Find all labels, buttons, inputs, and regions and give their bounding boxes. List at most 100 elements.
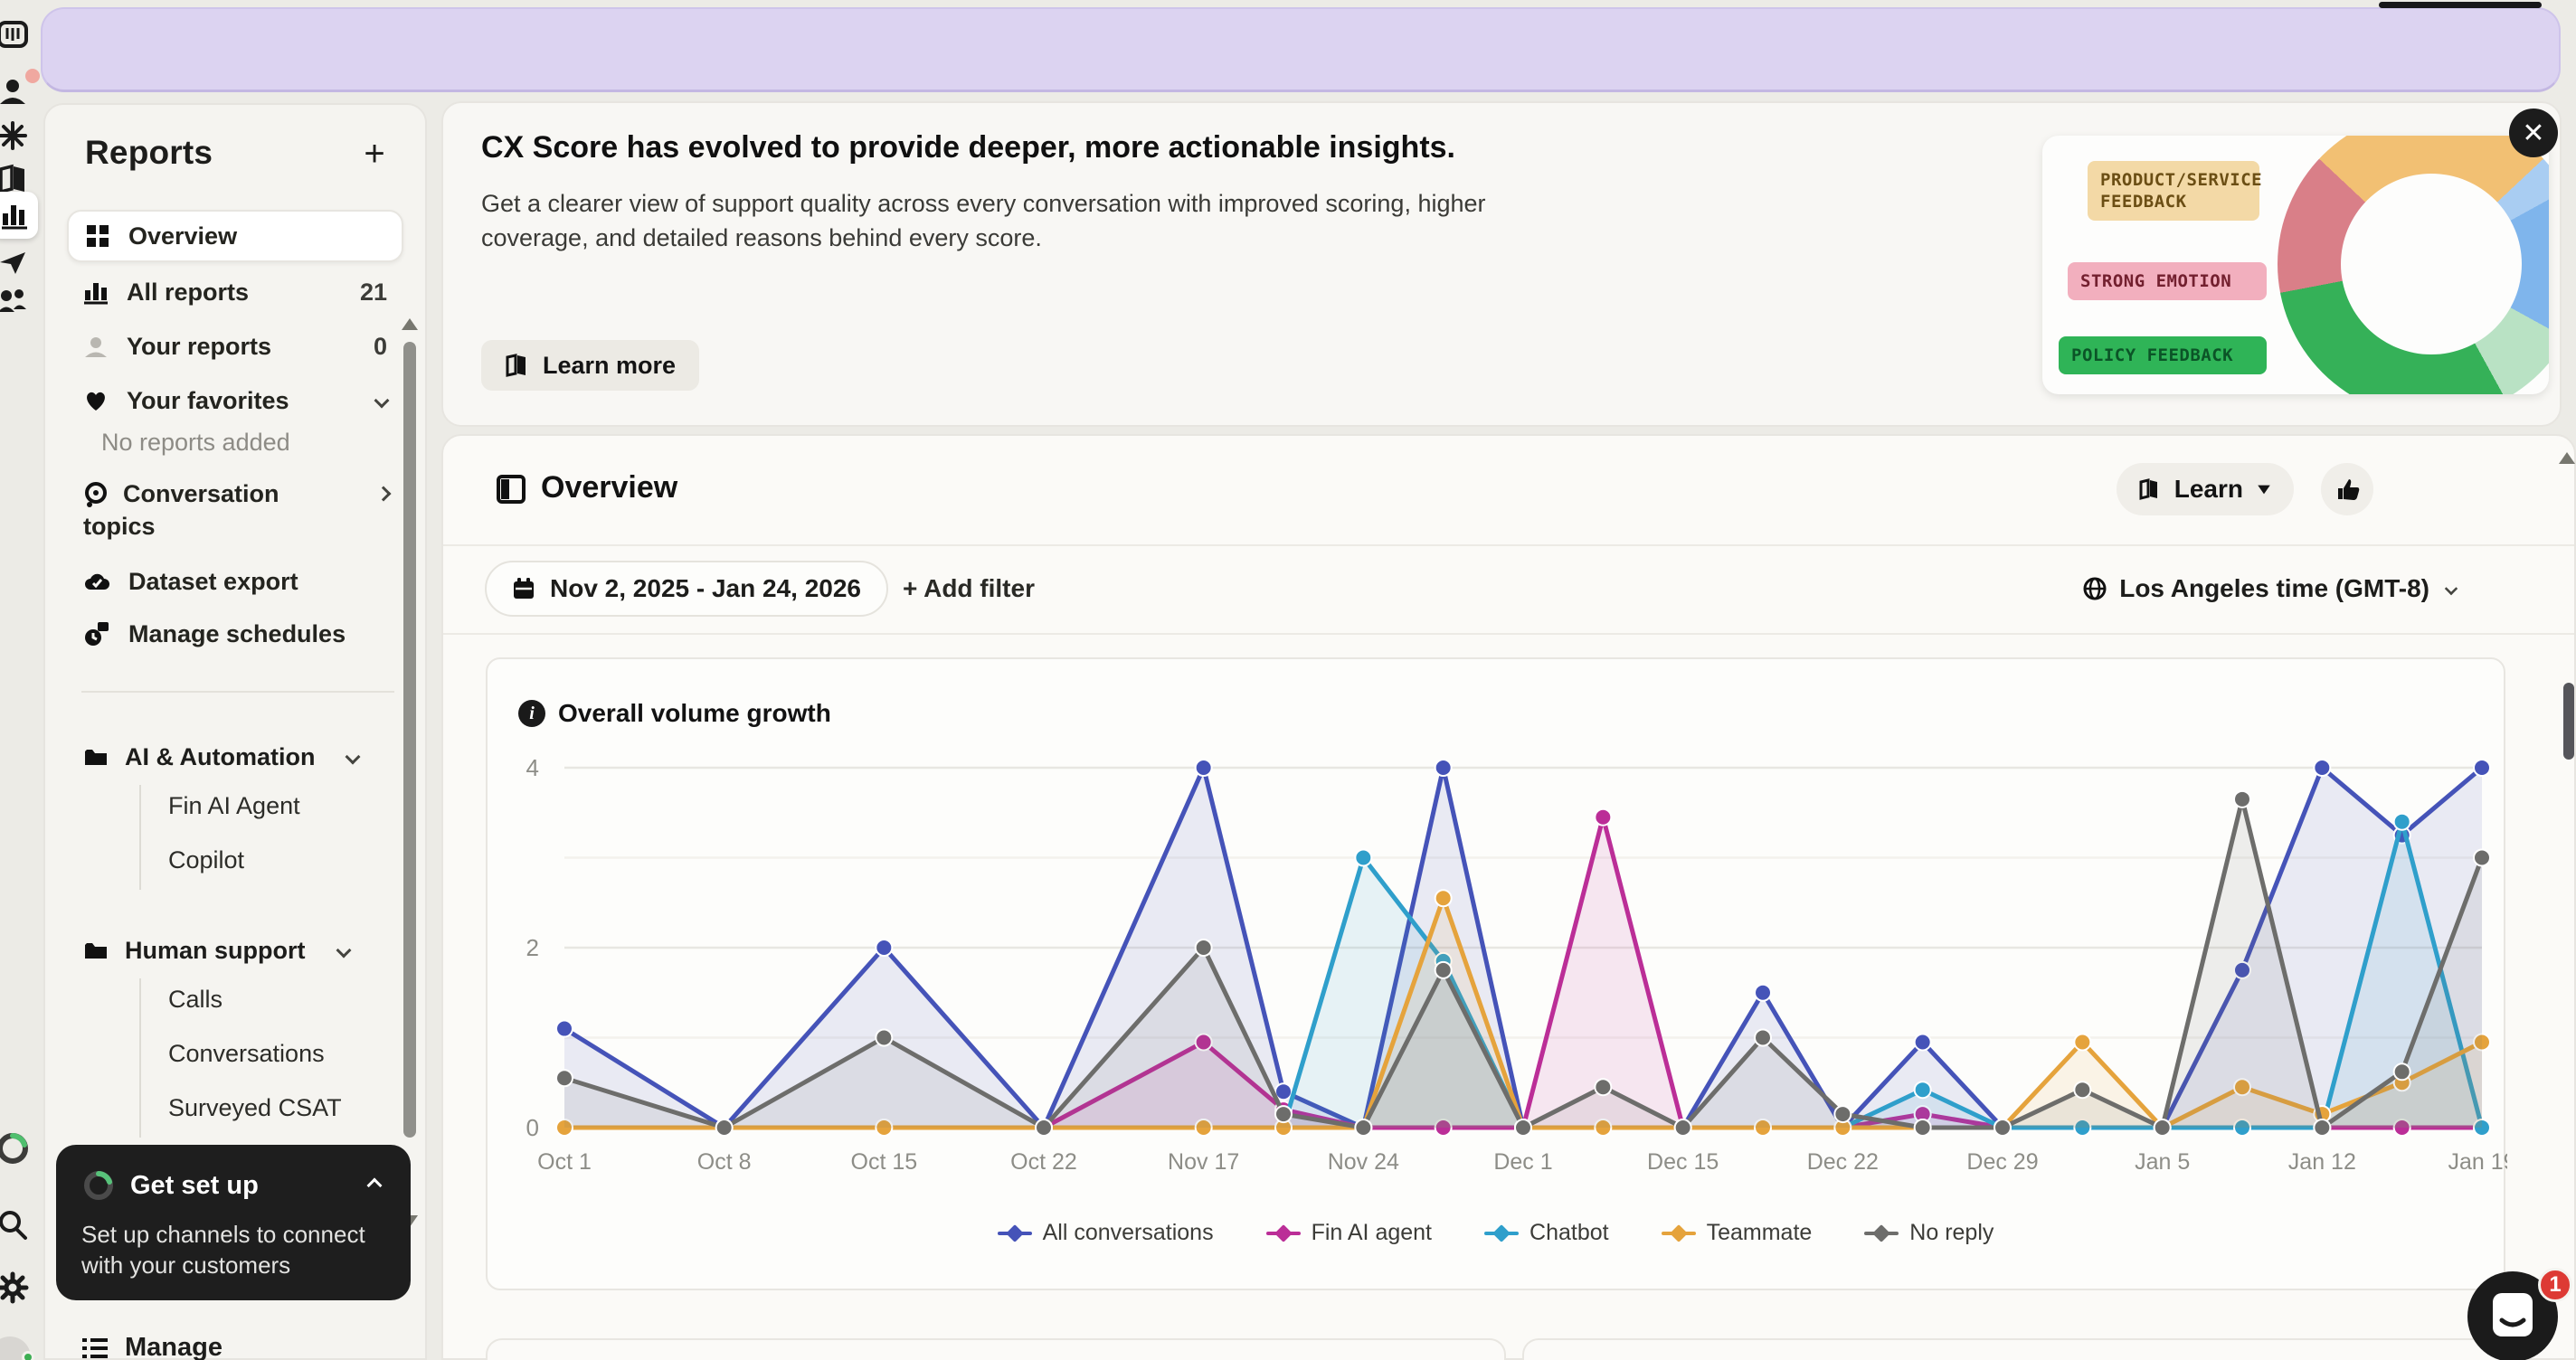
window-scroll-up-icon[interactable]: [2559, 452, 2575, 464]
legend-item[interactable]: Chatbot: [1484, 1220, 1609, 1246]
sidebar-item-conversations[interactable]: Conversations: [168, 1040, 325, 1067]
sidebar-item-manage-schedules[interactable]: Manage schedules: [67, 608, 403, 660]
knowledge-book-icon[interactable]: [0, 159, 33, 199]
y-axis-tick: 4: [526, 754, 539, 781]
sidebar-item-label: Overview: [128, 222, 238, 250]
heart-icon: [87, 392, 105, 411]
x-axis-tick: Oct 8: [697, 1149, 752, 1175]
close-banner-button[interactable]: ✕: [2509, 109, 2558, 157]
sidebar-item-your-reports[interactable]: Your reports 0: [67, 320, 403, 373]
legend-label: Chatbot: [1530, 1220, 1609, 1245]
sidebar-scrollbar-thumb[interactable]: [403, 342, 416, 1138]
x-axis-tick: Oct 22: [1010, 1149, 1077, 1175]
x-axis-tick: Oct 15: [851, 1149, 918, 1175]
y-axis-tick: 0: [526, 1114, 539, 1141]
sidebar-item-label: Your reports: [127, 332, 272, 360]
legend-item[interactable]: No reply: [1864, 1220, 1994, 1246]
divider: [443, 633, 2574, 635]
toast-title: Get set up: [130, 1170, 259, 1200]
sidebar-item-dataset-export[interactable]: Dataset export: [67, 555, 403, 608]
reports-rail-selected[interactable]: [0, 192, 38, 239]
sidebar-item-surveyed-csat[interactable]: Surveyed CSAT: [168, 1094, 342, 1121]
globe-icon: [2083, 577, 2107, 600]
sidebar-section-human-support[interactable]: Human support: [67, 926, 403, 975]
messenger-badge: 1: [2538, 1268, 2572, 1302]
x-axis-tick: Jan 5: [2135, 1149, 2190, 1175]
x-axis-tick: Oct 1: [537, 1149, 592, 1175]
overview-title: Overview: [541, 470, 678, 505]
chevron-down-icon: [374, 392, 390, 409]
messenger-smiley-icon: [2493, 1293, 2533, 1336]
illustration-pill: POLICY FEEDBACK: [2059, 336, 2267, 374]
x-axis-tick: Nov 17: [1168, 1149, 1239, 1175]
cloud-check-icon: [85, 573, 109, 590]
sidebar-item-label: Conversation topics: [83, 480, 279, 540]
chart-title: Overall volume growth: [558, 699, 831, 727]
book-icon: [2139, 478, 2157, 500]
sidebar-scroll-up-icon[interactable]: [402, 318, 418, 330]
topic-bubble-icon: [85, 482, 107, 507]
sidebar-item-copilot[interactable]: Copilot: [168, 846, 245, 874]
logo-icon[interactable]: [0, 14, 33, 54]
chevron-right-icon: [375, 486, 392, 502]
timezone-label: Los Angeles time (GMT-8): [2119, 574, 2429, 602]
feedback-thumbs-up-button[interactable]: [2321, 463, 2373, 515]
x-axis-tick: Dec 22: [1807, 1149, 1879, 1175]
new-report-button[interactable]: +: [364, 133, 385, 174]
sidebar-item-label: Manage schedules: [128, 619, 346, 647]
search-icon[interactable]: [0, 1204, 33, 1244]
book-icon: [506, 354, 526, 377]
grid-icon: [87, 225, 109, 247]
setup-progress-icon[interactable]: [0, 1129, 33, 1168]
sidebar-item-your-favorites[interactable]: Your favorites: [67, 374, 403, 427]
x-axis-tick: Nov 24: [1328, 1149, 1399, 1175]
timezone-selector[interactable]: Los Angeles time (GMT-8): [2083, 561, 2458, 617]
date-range-picker[interactable]: Nov 2, 2025 - Jan 24, 2026: [485, 561, 888, 617]
no-reports-added-text: No reports added: [101, 429, 290, 456]
folder-icon: [85, 943, 107, 959]
chevron-down-icon: [336, 942, 351, 959]
outbound-send-icon[interactable]: [0, 242, 33, 282]
tree-line: [139, 785, 141, 890]
sidebar-item-calls[interactable]: Calls: [168, 986, 223, 1013]
inbox-icon[interactable]: [0, 71, 33, 110]
date-range-label: Nov 2, 2025 - Jan 24, 2026: [550, 574, 861, 602]
top-dark-line: [2379, 2, 2542, 8]
legend-item[interactable]: Fin AI agent: [1265, 1220, 1432, 1246]
sidebar-item-fin-ai-agent[interactable]: Fin AI Agent: [168, 792, 300, 819]
window-scrollbar-thumb[interactable]: [2563, 683, 2574, 760]
info-icon[interactable]: i: [518, 700, 545, 727]
chevron-up-icon[interactable]: [366, 1177, 383, 1194]
list-icon: [82, 1337, 108, 1358]
legend-item[interactable]: Teammate: [1661, 1220, 1812, 1246]
tree-line: [139, 978, 141, 1138]
sidebar-item-label: Dataset export: [128, 567, 298, 595]
get-set-up-toast[interactable]: Get set up Set up channels to connect wi…: [56, 1145, 411, 1300]
sidebar-title: Reports: [85, 134, 213, 171]
illustration-pill: PRODUCT/SERVICE FEEDBACK: [2088, 161, 2262, 221]
sidebar-item-label: Your favorites: [127, 386, 289, 414]
x-axis-tick: Dec 29: [1966, 1149, 2038, 1175]
sidebar-section-ai-automation[interactable]: AI & Automation: [67, 732, 403, 781]
contacts-people-icon[interactable]: [0, 280, 33, 320]
banner-title: CX Score has evolved to provide deeper, …: [481, 130, 1455, 165]
sidebar-item-manage[interactable]: Manage: [81, 1333, 389, 1360]
settings-gear-icon[interactable]: [0, 1268, 33, 1308]
cx-illustration-card: PRODUCT/SERVICE FEEDBACK STRONG EMOTION PO…: [2042, 136, 2549, 394]
line-chart[interactable]: 0 2 4 Oct 1 Oct 8 Oct 15 Oct 22 Nov 17 Nov 24 Dec…: [488, 659, 2507, 1292]
learn-dropdown-button[interactable]: Learn: [2116, 463, 2294, 515]
thumbs-up-icon: [2338, 479, 2360, 500]
learn-more-button[interactable]: Learn more: [481, 340, 700, 391]
x-axis-tick: Jan 12: [2288, 1149, 2356, 1175]
add-filter-button[interactable]: + Add filter: [903, 574, 1035, 602]
learn-label: Learn: [2174, 475, 2243, 503]
x-axis-tick: Dec 1: [1493, 1149, 1552, 1175]
sidebar-item-overview[interactable]: Overview: [67, 210, 403, 262]
sidebar-item-conversation-topics[interactable]: Conversation topics: [83, 477, 355, 543]
overview-header: Overview Learn: [443, 436, 2574, 544]
sidebar-item-all-reports[interactable]: All reports 21: [67, 266, 403, 318]
all-reports-count: 21: [359, 278, 387, 306]
legend-item[interactable]: All conversations: [997, 1220, 1214, 1246]
ai-spark-icon[interactable]: [0, 116, 33, 156]
